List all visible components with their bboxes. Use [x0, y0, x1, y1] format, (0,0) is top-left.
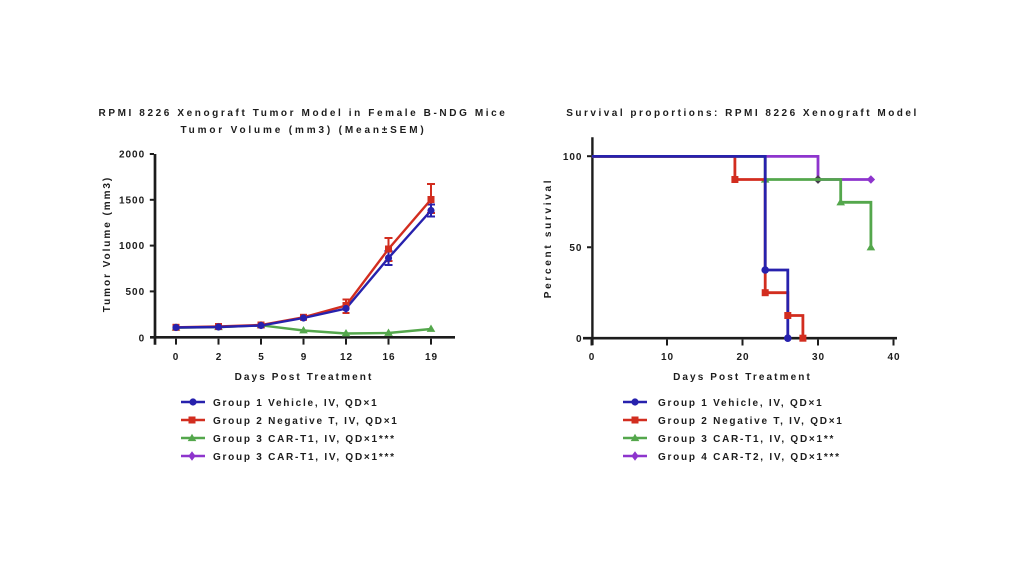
svg-text:Tumor Volume (mm3): Tumor Volume (mm3) — [102, 176, 113, 312]
svg-text:50: 50 — [569, 243, 582, 254]
svg-text:RPMI 8226 Xenograft Tumor Mode: RPMI 8226 Xenograft Tumor Model in Femal… — [99, 108, 508, 119]
svg-text:1000: 1000 — [119, 241, 145, 252]
svg-text:2000: 2000 — [119, 150, 145, 161]
svg-text:Survival proportions: RPMI 822: Survival proportions: RPMI 8226 Xenograf… — [566, 108, 919, 119]
svg-text:Group 3 CAR-T1, IV, QD×1***: Group 3 CAR-T1, IV, QD×1*** — [213, 452, 396, 463]
svg-text:Group 1 Vehicle, IV, QD×1: Group 1 Vehicle, IV, QD×1 — [213, 398, 378, 409]
svg-text:100: 100 — [563, 152, 583, 163]
svg-text:12: 12 — [340, 352, 353, 363]
svg-text:1500: 1500 — [119, 195, 145, 206]
svg-text:Percent survival: Percent survival — [543, 178, 554, 298]
svg-text:Days Post Treatment: Days Post Treatment — [673, 372, 812, 383]
svg-text:0: 0 — [173, 352, 180, 363]
svg-text:Tumor Volume (mm3) (Mean±SEM): Tumor Volume (mm3) (Mean±SEM) — [180, 125, 426, 136]
svg-text:16: 16 — [382, 352, 395, 363]
svg-text:2: 2 — [216, 352, 223, 363]
svg-text:Group 2 Negative T, IV, QD×1: Group 2 Negative T, IV, QD×1 — [658, 416, 844, 427]
svg-text:Group 2 Negative T, IV, QD×1: Group 2 Negative T, IV, QD×1 — [213, 416, 399, 427]
svg-text:40: 40 — [887, 352, 900, 363]
svg-text:Group 1 Vehicle, IV, QD×1: Group 1 Vehicle, IV, QD×1 — [658, 398, 823, 409]
svg-text:Group 4 CAR-T2, IV, QD×1***: Group 4 CAR-T2, IV, QD×1*** — [658, 452, 841, 463]
svg-text:Group 3 CAR-T1, IV, QD×1**: Group 3 CAR-T1, IV, QD×1** — [658, 434, 835, 445]
svg-text:30: 30 — [812, 352, 825, 363]
svg-text:0: 0 — [589, 352, 596, 363]
svg-text:500: 500 — [126, 287, 146, 298]
svg-text:0: 0 — [576, 334, 583, 345]
svg-text:0: 0 — [139, 334, 146, 345]
svg-text:9: 9 — [301, 352, 308, 363]
svg-text:Days Post Treatment: Days Post Treatment — [235, 372, 374, 383]
svg-text:Group 3 CAR-T1, IV, QD×1***: Group 3 CAR-T1, IV, QD×1*** — [213, 434, 396, 445]
svg-text:5: 5 — [258, 352, 265, 363]
svg-text:10: 10 — [661, 352, 674, 363]
svg-text:20: 20 — [736, 352, 749, 363]
svg-text:19: 19 — [425, 352, 438, 363]
